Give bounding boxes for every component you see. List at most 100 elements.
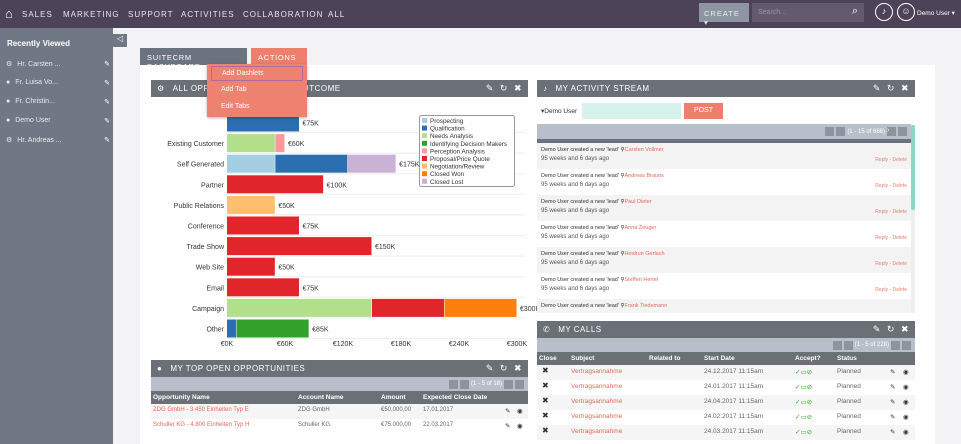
actions-dropdown-button[interactable]: ACTIONS ▾ <box>251 48 307 71</box>
refresh-icon[interactable]: ↻ <box>499 363 508 373</box>
close-call-icon[interactable]: ✖ <box>542 381 549 390</box>
calls-column-header[interactable]: Status <box>837 355 857 362</box>
opps-column-header[interactable]: Opportunity Name <box>153 394 210 401</box>
sidebar-item[interactable]: ● Fr. Luisa Vo... ✎ <box>6 79 110 87</box>
prev-page-button[interactable] <box>843 340 853 350</box>
close-call-icon[interactable]: ✖ <box>542 426 549 435</box>
nav-activities[interactable]: ACTIVITIES <box>181 10 235 19</box>
sidebar-item[interactable]: ● Fr. Christin... ✎ <box>6 98 110 106</box>
notification-bell-icon[interactable]: ♪ <box>875 3 893 21</box>
calls-column-header[interactable]: Start Date <box>704 355 735 362</box>
next-page-button[interactable]: › <box>887 127 896 136</box>
calls-column-header[interactable]: Accept? <box>795 355 821 362</box>
delete-link[interactable]: Delete <box>892 209 907 215</box>
view-icon[interactable]: ◉ <box>903 429 909 436</box>
collapse-sidebar-button[interactable]: ◁ <box>113 34 127 47</box>
reply-link[interactable]: Reply <box>875 183 889 189</box>
search-input[interactable]: Search... ⌕ <box>752 3 864 22</box>
calls-column-header[interactable]: Subject <box>571 355 595 362</box>
edit-icon[interactable]: ✎ <box>890 429 896 436</box>
activity-post-input[interactable] <box>582 103 681 119</box>
first-page-button[interactable] <box>832 340 842 350</box>
last-page-button[interactable] <box>515 379 524 389</box>
refresh-icon[interactable]: ↻ <box>886 324 895 334</box>
close-icon[interactable]: ✖ <box>513 83 522 93</box>
search-icon[interactable]: ⌕ <box>851 5 858 17</box>
call-subject-link[interactable]: Vertragsannahme <box>571 398 623 405</box>
menu-add-dashlets[interactable]: Add Dashlets <box>211 66 303 81</box>
user-menu[interactable]: Demo User ▾ <box>917 10 955 17</box>
calls-column-header[interactable]: Related to <box>649 355 681 362</box>
edit-icon[interactable]: ✎ <box>104 117 110 125</box>
nav-collaboration[interactable]: COLLABORATION <box>243 10 324 19</box>
view-icon[interactable]: ◉ <box>903 414 909 421</box>
create-button[interactable]: CREATE ▾ <box>699 3 749 27</box>
next-page-button[interactable] <box>504 379 513 389</box>
activity-lead-link[interactable]: Frank Tiedemann <box>624 303 668 309</box>
home-icon[interactable]: ⌂ <box>5 6 13 21</box>
reply-link[interactable]: Reply <box>875 235 889 241</box>
close-call-icon[interactable]: ✖ <box>542 366 549 375</box>
nav-marketing[interactable]: MARKETING <box>63 10 120 19</box>
opps-column-header[interactable]: Amount <box>381 394 406 401</box>
view-icon[interactable]: ◉ <box>903 384 909 391</box>
nav-support[interactable]: SUPPORT <box>128 10 174 19</box>
refresh-icon[interactable]: ↻ <box>499 83 508 93</box>
delete-link[interactable]: Delete <box>892 235 907 241</box>
close-icon[interactable]: ✖ <box>900 324 909 334</box>
edit-icon[interactable]: ✎ <box>505 408 511 415</box>
reply-link[interactable]: Reply <box>875 157 889 163</box>
sidebar-item[interactable]: ⚙ Hr. Andreas ... ✎ <box>6 136 110 145</box>
edit-icon[interactable]: ✎ <box>104 79 110 87</box>
call-subject-link[interactable]: Vertragsannahme <box>571 368 623 375</box>
edit-icon[interactable]: ✎ <box>890 414 896 421</box>
edit-icon[interactable]: ✎ <box>485 363 494 373</box>
activity-lead-link[interactable]: Heidrun Gerlach <box>624 251 665 257</box>
call-subject-link[interactable]: Vertragsannahme <box>571 428 623 435</box>
sidebar-item[interactable]: ● Demo User ✎ <box>6 117 110 125</box>
close-icon[interactable]: ✖ <box>513 363 522 373</box>
edit-icon[interactable]: ✎ <box>890 384 896 391</box>
activity-lead-link[interactable]: Carsten Vollmer <box>624 147 664 153</box>
first-page-button[interactable] <box>448 379 458 389</box>
call-subject-link[interactable]: Vertragsannahme <box>571 383 623 390</box>
delete-link[interactable]: Delete <box>892 183 907 189</box>
edit-icon[interactable]: ✎ <box>104 98 110 106</box>
close-call-icon[interactable]: ✖ <box>542 411 549 420</box>
last-page-button[interactable] <box>898 127 907 136</box>
menu-edit-tabs[interactable]: Edit Tabs <box>221 103 250 110</box>
first-page-button[interactable] <box>825 127 835 136</box>
accept-icons[interactable]: ✓▭⊘ <box>795 399 813 406</box>
edit-icon[interactable]: ✎ <box>890 399 896 406</box>
close-call-icon[interactable]: ✖ <box>542 396 549 405</box>
menu-add-tab[interactable]: Add Tab <box>221 86 247 93</box>
accept-icons[interactable]: ✓▭⊘ <box>795 429 813 436</box>
view-icon[interactable]: ◉ <box>517 423 523 430</box>
call-subject-link[interactable]: Vertragsannahme <box>571 413 623 420</box>
reply-link[interactable]: Reply <box>875 287 889 293</box>
view-icon[interactable]: ◉ <box>903 399 909 406</box>
activity-scrollbar[interactable] <box>911 125 915 313</box>
nav-sales[interactable]: SALES <box>22 10 53 19</box>
opp-name-link[interactable]: Schuller KG - 4.800 Einheiten Typ H <box>153 422 250 428</box>
activity-lead-link[interactable]: Andreas Brauns <box>624 173 664 179</box>
tab-suitecrm-dashboard[interactable]: SUITECRM DASHBOARD <box>140 48 247 71</box>
edit-icon[interactable]: ✎ <box>104 61 110 68</box>
delete-link[interactable]: Delete <box>892 261 907 267</box>
opps-column-header[interactable]: Account Name <box>298 394 344 401</box>
close-icon[interactable]: ✖ <box>900 83 909 93</box>
activity-lead-link[interactable]: Paul Dieter <box>624 199 652 205</box>
edit-icon[interactable]: ✎ <box>104 137 110 144</box>
activity-lead-link[interactable]: Anna Zeuger <box>624 225 657 231</box>
next-page-button[interactable] <box>891 340 900 350</box>
sidebar-item[interactable]: ⚙ Hr. Carsten ... ✎ <box>6 60 110 69</box>
edit-icon[interactable]: ✎ <box>505 423 511 430</box>
opp-name-link[interactable]: ZDG GmbH - 3.450 Einheiten Typ E <box>153 407 249 413</box>
edit-icon[interactable]: ✎ <box>872 83 881 93</box>
accept-icons[interactable]: ✓▭⊘ <box>795 384 813 391</box>
view-icon[interactable]: ◉ <box>903 369 909 376</box>
post-button[interactable]: POST <box>684 103 723 119</box>
accept-icons[interactable]: ✓▭⊘ <box>795 369 813 376</box>
user-avatar-icon[interactable]: ☺ <box>897 3 915 21</box>
edit-icon[interactable]: ✎ <box>872 324 881 334</box>
